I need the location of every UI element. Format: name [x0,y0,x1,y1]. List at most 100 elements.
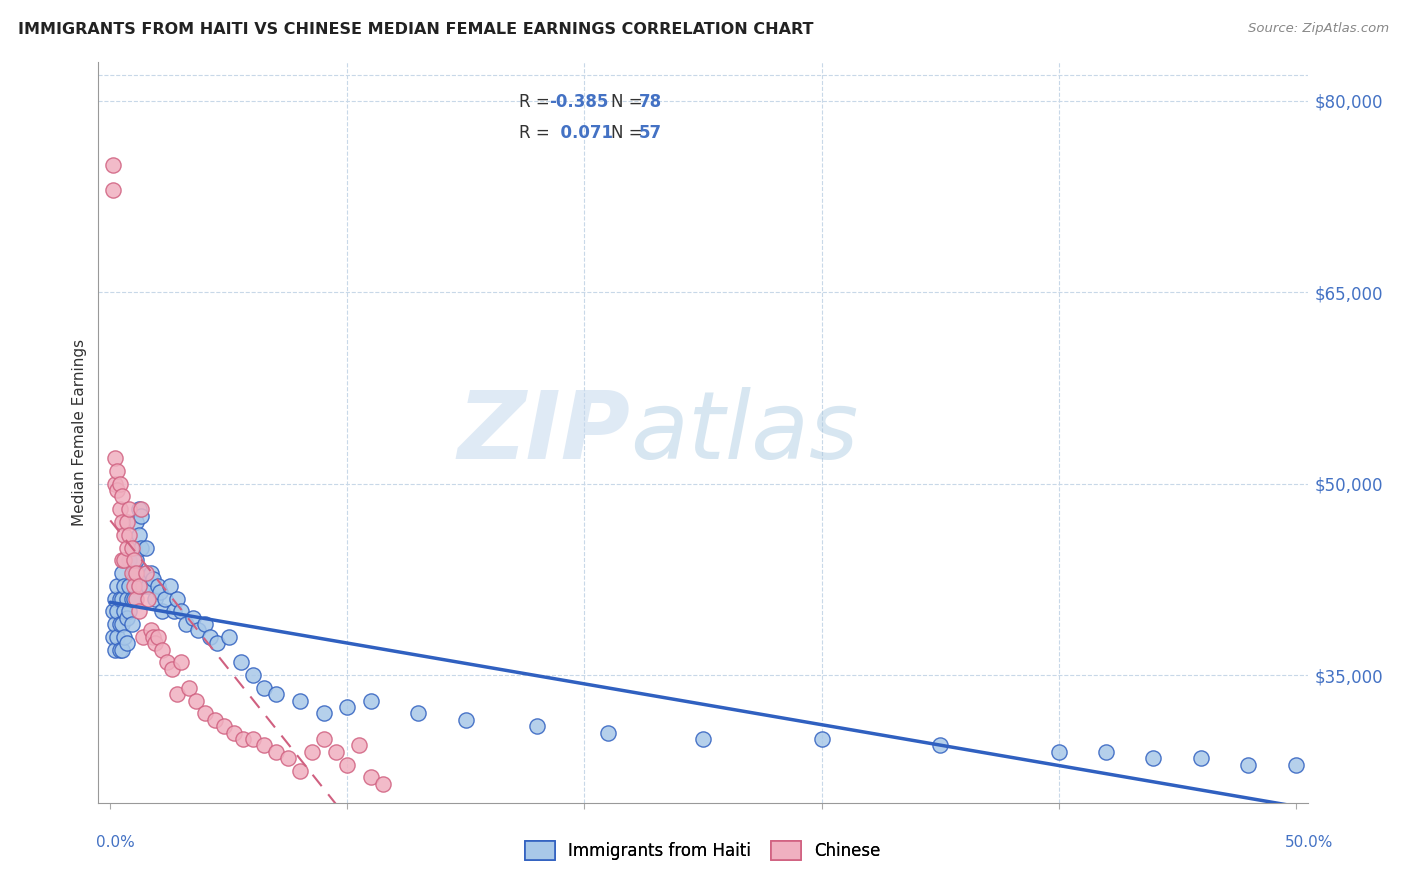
Point [128,527,150,541]
Point [108,591,131,606]
Point [153,591,176,606]
Point [929,739,952,753]
Point [139,566,162,580]
Point [101,183,124,197]
Point [105,630,128,644]
Point [105,464,128,478]
Point [135,566,157,580]
Point [264,745,287,759]
Point [232,731,254,746]
Text: 0.071: 0.071 [550,124,613,142]
Point [118,502,141,516]
Text: 57: 57 [638,124,662,142]
Point [146,630,169,644]
Point [111,642,134,657]
Point [122,579,145,593]
Point [139,624,162,638]
Point [242,668,264,682]
Point [177,681,200,695]
Point [347,739,370,753]
Point [125,515,148,529]
Point [159,579,181,593]
Point [336,757,359,772]
Point [105,579,128,593]
Point [101,630,124,644]
Point [229,656,252,670]
Point [115,611,138,625]
Point [121,591,143,606]
Text: 78: 78 [638,93,662,111]
Point [121,566,143,580]
Point [142,573,165,587]
Point [156,656,179,670]
Point [114,527,136,541]
Point [1095,745,1118,759]
Point [115,515,138,529]
Point [132,630,155,644]
Point [118,604,141,618]
Point [104,642,127,657]
Point [166,687,188,701]
Point [149,585,172,599]
Point [166,591,188,606]
Text: N =: N = [612,124,648,142]
Point [253,681,276,695]
Point [104,617,127,632]
Point [325,745,347,759]
Legend: Immigrants from Haiti, Chinese: Immigrants from Haiti, Chinese [517,832,889,869]
Text: N =: N = [612,93,648,111]
Point [122,553,145,567]
Point [104,451,127,466]
Text: ZIP: ZIP [457,386,630,479]
Point [121,617,143,632]
Point [125,553,148,567]
Point [205,636,228,650]
Point [114,604,136,618]
Point [118,553,141,567]
Point [184,694,207,708]
Text: IMMIGRANTS FROM HAITI VS CHINESE MEDIAN FEMALE EARNINGS CORRELATION CHART: IMMIGRANTS FROM HAITI VS CHINESE MEDIAN … [18,22,814,37]
Point [692,731,714,746]
Point [1047,745,1070,759]
Point [408,706,430,721]
Text: -0.385: -0.385 [550,93,609,111]
Point [128,579,150,593]
Point [128,604,150,618]
Point [187,624,209,638]
Point [1285,757,1308,772]
Point [204,713,226,727]
Point [1142,751,1164,765]
Point [114,553,136,567]
Point [146,579,169,593]
Point [108,476,131,491]
Point [118,527,141,541]
Point [125,566,148,580]
Point [129,541,152,555]
Point [129,508,152,523]
Point [194,706,217,721]
Point [104,476,127,491]
Point [454,713,477,727]
Point [135,566,157,580]
Text: Source: ZipAtlas.com: Source: ZipAtlas.com [1249,22,1389,36]
Point [288,764,311,778]
Point [122,541,145,555]
Point [105,604,128,618]
Point [136,591,159,606]
Point [160,662,183,676]
Point [288,694,311,708]
Point [115,591,138,606]
Point [111,490,134,504]
Text: R =: R = [519,124,555,142]
Point [181,611,204,625]
Point [105,483,128,497]
Point [360,770,382,784]
Point [810,731,832,746]
Point [135,541,157,555]
Point [111,553,134,567]
Point [312,731,335,746]
Point [264,687,287,701]
Point [122,591,145,606]
Point [128,502,150,516]
Point [222,725,245,739]
